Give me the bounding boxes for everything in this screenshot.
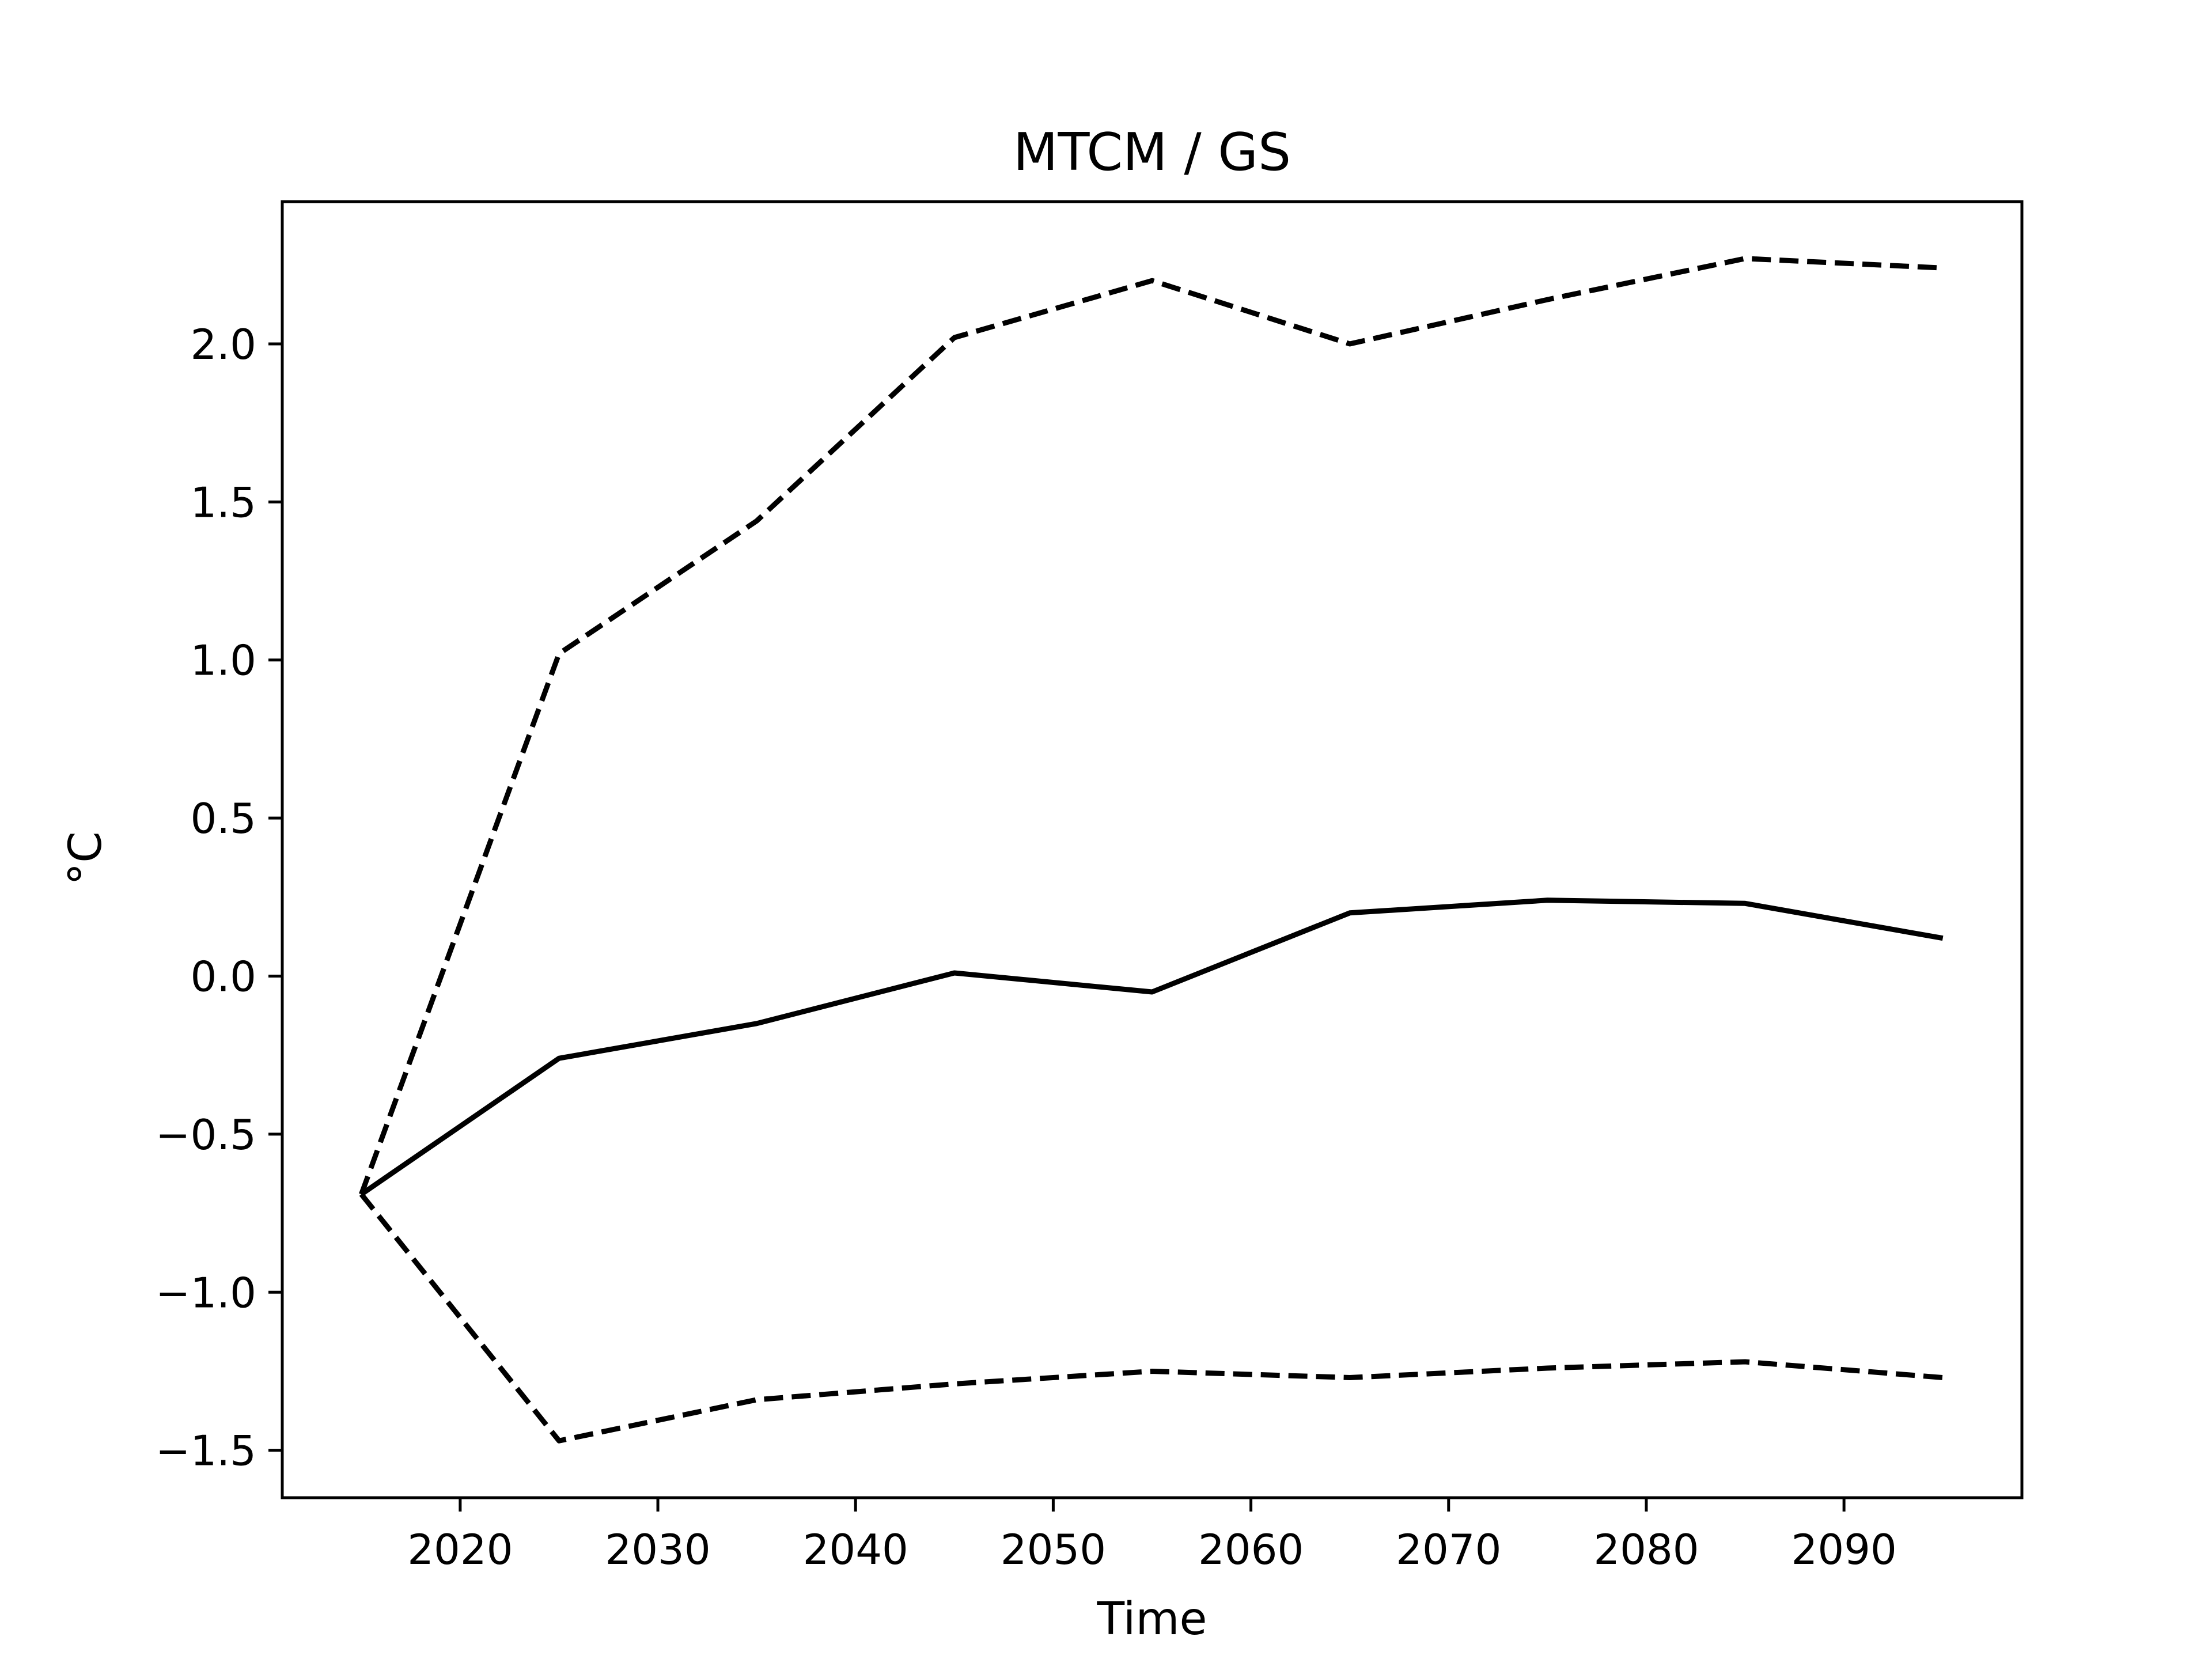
x-tick-label: 2040 (803, 1525, 908, 1574)
x-tick-label: 2080 (1593, 1525, 1699, 1574)
plot-frame (281, 200, 2024, 1499)
y-axis-label: °C (60, 831, 112, 885)
x-tick-label: 2060 (1198, 1525, 1304, 1574)
x-tick-label: 2070 (1396, 1525, 1501, 1574)
x-tick-label: 2050 (1001, 1525, 1106, 1574)
x-axis: 2020 2030 2040 2050 2060 2070 2080 2090 (407, 1498, 1897, 1574)
y-tick-label: −1.5 (156, 1427, 256, 1475)
series-line-2-dashed (359, 256, 1943, 1195)
chart-title: MTCM / GS (1013, 122, 1291, 183)
y-tick-label: 1.0 (190, 637, 256, 685)
y-tick-label: 0.5 (190, 794, 256, 843)
series-layer (359, 256, 1944, 1444)
y-axis: −1.5 −1.0 −0.5 0.0 0.5 1.0 1.5 2.0 (156, 320, 282, 1475)
series-line-3-dashed (359, 1192, 1944, 1444)
x-tick-label: 2030 (605, 1525, 710, 1574)
y-tick-label: −0.5 (156, 1111, 256, 1159)
y-tick-label: 2.0 (190, 320, 256, 369)
x-tick-label: 2020 (407, 1525, 513, 1574)
x-tick-label: 2090 (1791, 1525, 1897, 1574)
series-line-1-solid (359, 897, 1944, 1196)
x-axis-label: Time (1097, 1593, 1207, 1645)
y-tick-label: 1.5 (190, 478, 256, 527)
y-tick-label: 0.0 (190, 953, 256, 1001)
y-tick-label: −1.0 (156, 1268, 256, 1317)
